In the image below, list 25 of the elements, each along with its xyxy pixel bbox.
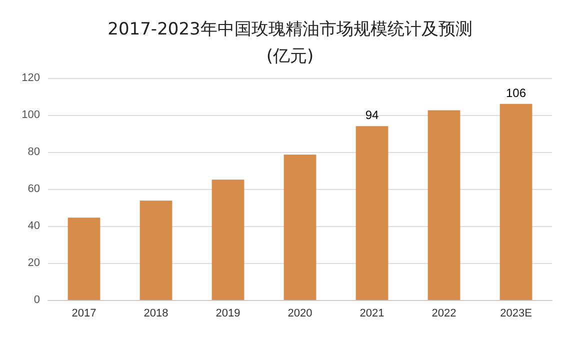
y-tick-label: 100 — [22, 109, 40, 121]
bar — [500, 104, 532, 300]
y-tick-label: 60 — [28, 183, 40, 195]
bar — [68, 218, 100, 300]
y-tick-label: 40 — [28, 220, 40, 232]
chart-title: 2017-2023年中国玫瑰精油市场规模统计及预测 — [108, 20, 472, 40]
y-tick-label: 20 — [28, 257, 40, 269]
x-tick-label: 2021 — [360, 308, 384, 320]
chart-subtitle: (亿元) — [266, 46, 314, 66]
y-tick-label: 120 — [22, 72, 40, 84]
bar — [356, 126, 388, 300]
x-tick-label: 2022 — [432, 308, 456, 320]
x-tick-label: 2018 — [144, 308, 168, 320]
x-tick-label: 2019 — [216, 308, 240, 320]
bar — [284, 154, 316, 300]
bar — [428, 110, 460, 300]
data-label: 106 — [506, 86, 526, 100]
x-tick-label: 2020 — [288, 308, 312, 320]
x-tick-label: 2017 — [72, 308, 96, 320]
bar — [212, 180, 244, 300]
y-tick-label: 0 — [34, 294, 40, 306]
data-label: 94 — [365, 108, 379, 122]
bar — [140, 200, 172, 300]
y-tick-label: 80 — [28, 146, 40, 158]
x-tick-label: 2023E — [500, 308, 532, 320]
